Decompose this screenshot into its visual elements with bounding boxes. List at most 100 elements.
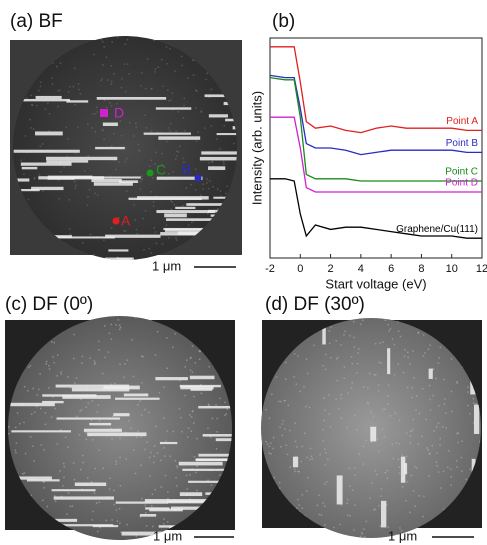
speckle: [289, 467, 291, 469]
speckle: [192, 345, 194, 347]
speckle: [418, 495, 420, 497]
speckle: [409, 512, 411, 514]
speckle: [195, 362, 197, 364]
speckle: [31, 104, 33, 106]
speckle: [31, 413, 33, 415]
speckle: [226, 185, 228, 187]
speckle: [55, 501, 57, 503]
speckle: [318, 495, 320, 497]
speckle: [170, 100, 172, 102]
streak: [75, 483, 106, 486]
streak: [200, 157, 255, 160]
speckle: [60, 373, 62, 375]
speckle: [76, 377, 78, 379]
streak: [108, 249, 128, 251]
speckle: [183, 105, 185, 107]
speckle: [380, 362, 382, 364]
speckle: [324, 449, 326, 451]
speckle: [92, 439, 94, 441]
speckle: [140, 85, 142, 87]
speckle: [104, 46, 106, 48]
legend-label: Point D: [445, 178, 478, 189]
speckle: [341, 417, 343, 419]
speckle: [438, 362, 440, 364]
speckle: [321, 514, 323, 516]
speckle: [413, 377, 415, 379]
speckle: [80, 469, 82, 471]
speckle: [74, 479, 76, 481]
speckle: [466, 528, 468, 530]
speckle: [155, 68, 157, 70]
speckle: [346, 427, 348, 429]
speckle: [45, 412, 47, 414]
speckle: [94, 360, 96, 362]
speckle: [69, 228, 71, 230]
speckle: [118, 161, 120, 163]
speckle: [443, 471, 445, 473]
speckle: [68, 91, 70, 93]
speckle: [75, 187, 77, 189]
speckle: [96, 107, 98, 109]
streak: [160, 442, 177, 444]
speckle: [52, 83, 54, 85]
speckle: [387, 324, 389, 326]
speckle: [211, 125, 213, 127]
speckle: [30, 95, 32, 97]
speckle: [184, 395, 186, 397]
speckle: [121, 78, 123, 80]
speckle: [167, 89, 169, 91]
speckle: [74, 181, 76, 183]
speckle: [188, 224, 190, 226]
speckle: [182, 158, 184, 160]
speckle: [435, 378, 437, 380]
speckle: [187, 488, 189, 490]
speckle: [378, 390, 380, 392]
speckle: [413, 419, 415, 421]
speckle: [74, 68, 76, 70]
speckle: [304, 433, 306, 435]
speckle: [163, 386, 165, 388]
speckle: [210, 531, 212, 533]
speckle: [433, 430, 435, 432]
speckle: [119, 329, 121, 331]
speckle: [60, 171, 62, 173]
speckle: [56, 375, 58, 377]
speckle: [130, 428, 132, 430]
speckle: [426, 447, 428, 449]
speckle: [469, 413, 471, 415]
speckle: [347, 514, 349, 516]
speckle: [125, 458, 127, 460]
speckle: [75, 153, 77, 155]
streak: [14, 150, 80, 153]
speckle: [134, 219, 136, 221]
speckle: [15, 450, 17, 452]
speckle: [59, 470, 61, 472]
speckle: [399, 467, 401, 469]
panel-label: (a) BF: [10, 11, 63, 32]
speckle: [51, 77, 53, 79]
speckle: [468, 529, 470, 531]
x-tick-label: 6: [388, 263, 394, 275]
speckle: [62, 485, 64, 487]
speckle: [43, 449, 45, 451]
chart-title: (b): [272, 11, 295, 32]
speckle: [8, 426, 10, 428]
speckle: [89, 189, 91, 191]
streak: [95, 147, 125, 149]
speckle: [70, 506, 72, 508]
speckle: [336, 340, 338, 342]
speckle: [413, 429, 415, 431]
speckle: [359, 453, 361, 455]
speckle: [63, 463, 65, 465]
speckle: [166, 46, 168, 48]
speckle: [201, 317, 203, 319]
speckle: [42, 500, 44, 502]
streak: [203, 434, 236, 437]
speckle: [375, 343, 377, 345]
streak: [175, 207, 195, 209]
speckle: [174, 333, 176, 335]
point-marker: [147, 170, 154, 177]
speckle: [90, 234, 92, 236]
speckle: [111, 228, 113, 230]
speckle: [205, 79, 207, 81]
